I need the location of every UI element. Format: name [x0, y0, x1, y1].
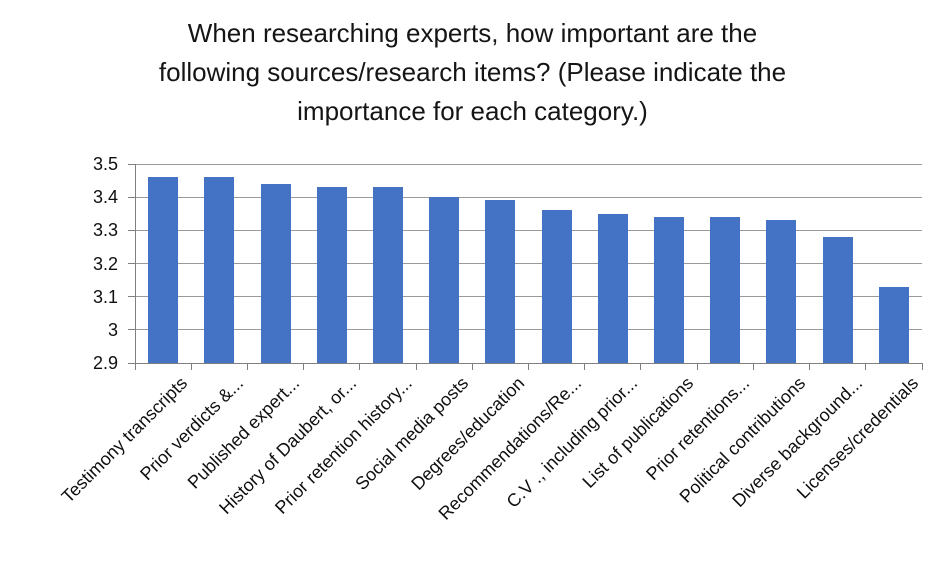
- x-tick-mark: [415, 363, 417, 370]
- bar-6: [429, 197, 460, 363]
- bar-14: [878, 286, 909, 363]
- bar-8: [541, 210, 572, 363]
- chart-title: When researching experts, how important …: [158, 18, 787, 126]
- x-tick-mark: [303, 363, 305, 370]
- y-tick-mark: [128, 196, 135, 198]
- y-tick-mark: [128, 263, 135, 264]
- bar-1: [148, 177, 179, 363]
- bar-9: [597, 213, 628, 363]
- y-tick-mark: [128, 229, 135, 231]
- x-tick-mark: [134, 363, 136, 370]
- x-tick-mark: [809, 363, 811, 370]
- y-gridline: [135, 163, 922, 165]
- x-tick-mark: [246, 363, 248, 370]
- bar-2: [204, 177, 235, 363]
- x-tick-mark: [921, 363, 923, 370]
- x-tick-mark: [528, 363, 529, 370]
- y-axis-tick-label: 3.3: [92, 220, 118, 241]
- x-tick-mark: [696, 363, 698, 370]
- y-tick-mark: [128, 329, 135, 331]
- bar-11: [710, 217, 741, 363]
- y-axis-tick-label: 3: [107, 319, 118, 340]
- x-tick-mark: [752, 363, 754, 370]
- bar-3: [260, 183, 291, 363]
- x-tick-mark: [865, 363, 867, 370]
- bar-13: [822, 236, 853, 363]
- x-tick-mark: [471, 363, 473, 370]
- y-tick-mark: [128, 362, 135, 364]
- y-tick-mark: [128, 163, 135, 165]
- y-gridline: [135, 229, 922, 231]
- y-gridline: [135, 263, 922, 264]
- bar-4: [316, 187, 347, 363]
- y-axis-tick-label: 3.4: [92, 187, 118, 208]
- x-tick-mark: [640, 363, 642, 370]
- x-tick-mark: [584, 363, 586, 370]
- x-axis-category-label: Prior retentions...: [642, 373, 754, 485]
- y-tick-mark: [128, 296, 135, 298]
- y-axis-tick-label: 3.1: [92, 286, 118, 307]
- bar-7: [485, 200, 516, 363]
- y-axis-tick-label: 3.5: [92, 154, 118, 174]
- bar-12: [766, 220, 797, 363]
- x-tick-mark: [190, 363, 192, 370]
- y-axis-tick-label: 2.9: [92, 353, 118, 373]
- x-tick-mark: [359, 363, 361, 370]
- y-axis-tick-label: 3.2: [92, 253, 118, 274]
- x-axis-category-label: Prior verdicts &...: [136, 373, 248, 485]
- bar-10: [654, 217, 685, 363]
- bar-5: [372, 187, 403, 363]
- y-gridline: [135, 196, 922, 198]
- y-axis-line: [134, 164, 136, 370]
- y-gridline: [135, 296, 922, 298]
- y-gridline: [135, 329, 922, 331]
